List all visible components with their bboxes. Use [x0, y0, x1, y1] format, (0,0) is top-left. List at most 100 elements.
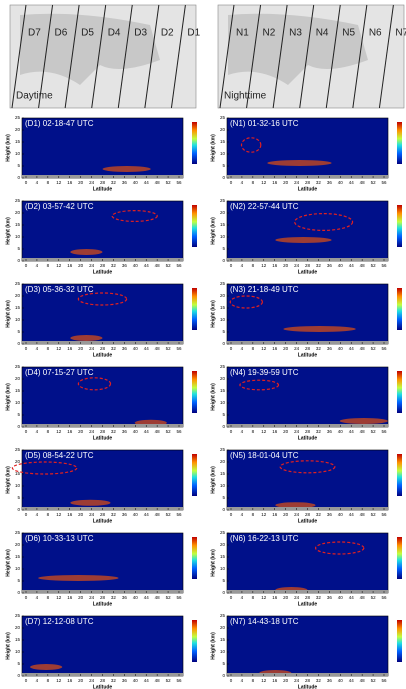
track-label: D5 — [81, 28, 94, 39]
land — [228, 13, 368, 85]
y-tick-label: 0 — [17, 507, 20, 512]
orbit-track — [378, 4, 394, 109]
x-tick-label: 12 — [261, 180, 267, 185]
x-tick-label: 4 — [36, 346, 39, 351]
x-tick-label: 56 — [176, 346, 182, 351]
y-tick-label: 25 — [15, 198, 21, 203]
x-tick-label: 36 — [122, 512, 128, 517]
x-tick-label: 24 — [294, 678, 300, 683]
x-tick-label: 24 — [294, 346, 300, 351]
x-tick-label: 52 — [371, 346, 377, 351]
colorbar — [397, 288, 402, 330]
x-tick-label: 12 — [56, 429, 62, 434]
y-tick-label: 25 — [220, 281, 226, 286]
track-label: N6 — [369, 28, 382, 39]
panel-title: (N3) 21-18-49 UTC — [230, 285, 299, 294]
x-tick-label: 40 — [133, 180, 139, 185]
x-tick-label: 56 — [381, 263, 387, 268]
x-tick-label: 32 — [316, 512, 322, 517]
y-tick-label: 20 — [15, 542, 21, 547]
x-tick-label: 4 — [241, 678, 244, 683]
y-tick-label: 5 — [17, 412, 20, 417]
x-tick-label: 8 — [47, 180, 50, 185]
orbit-track — [352, 4, 368, 109]
x-tick-label: 4 — [36, 180, 39, 185]
x-axis-label: Latitude — [298, 435, 318, 441]
x-tick-label: 0 — [230, 263, 233, 268]
x-tick-label: 48 — [155, 595, 161, 600]
x-tick-label: 48 — [155, 346, 161, 351]
panel-title: (D1) 02-18-47 UTC — [25, 119, 94, 128]
x-tick-label: 12 — [261, 595, 267, 600]
x-tick-label: 16 — [67, 346, 73, 351]
x-axis-label: Latitude — [93, 186, 113, 192]
y-tick-label: 15 — [15, 388, 21, 393]
track-label: D6 — [55, 28, 68, 39]
y-tick-label: 10 — [15, 317, 21, 322]
x-tick-label: 8 — [252, 678, 255, 683]
y-tick-label: 5 — [222, 495, 225, 500]
x-tick-label: 8 — [47, 263, 50, 268]
orbit-track — [144, 4, 160, 109]
orbit-track — [91, 4, 107, 109]
x-tick-label: 32 — [111, 512, 117, 517]
x-tick-label: 12 — [56, 180, 62, 185]
y-tick-label: 25 — [220, 447, 226, 452]
y-tick-label: 15 — [15, 637, 21, 642]
annotation-ellipse — [239, 379, 280, 391]
panel-title: (N7) 14-43-18 UTC — [230, 617, 299, 626]
x-tick-label: 8 — [252, 595, 255, 600]
track-label: N5 — [342, 28, 355, 39]
land — [20, 13, 160, 85]
orbit-track — [219, 4, 235, 109]
x-tick-label: 20 — [78, 180, 84, 185]
y-tick-label: 20 — [15, 459, 21, 464]
backscatter-feature — [275, 502, 316, 509]
y-tick-label: 5 — [222, 412, 225, 417]
track-label: D4 — [108, 28, 121, 39]
x-axis-label: Latitude — [93, 601, 113, 607]
x-tick-label: 12 — [56, 512, 62, 517]
y-tick-label: 20 — [220, 127, 226, 132]
x-tick-label: 4 — [36, 595, 39, 600]
y-tick-label: 15 — [220, 222, 226, 227]
y-tick-label: 20 — [220, 293, 226, 298]
x-tick-label: 48 — [360, 595, 366, 600]
y-tick-label: 20 — [15, 376, 21, 381]
track-label: N3 — [289, 28, 302, 39]
x-tick-label: 20 — [78, 512, 84, 517]
colorbar — [192, 371, 197, 413]
plot-area — [21, 200, 184, 262]
x-tick-label: 32 — [111, 263, 117, 268]
x-tick-label: 48 — [360, 678, 366, 683]
x-tick-label: 44 — [144, 346, 150, 351]
x-tick-label: 56 — [176, 512, 182, 517]
y-tick-label: 5 — [222, 661, 225, 666]
x-tick-label: 16 — [272, 346, 278, 351]
y-tick-label: 25 — [220, 198, 226, 203]
x-tick-label: 28 — [100, 180, 106, 185]
colorbar — [192, 454, 197, 496]
x-tick-label: 16 — [272, 595, 278, 600]
x-axis-label: Latitude — [298, 601, 318, 607]
y-tick-label: 15 — [220, 637, 226, 642]
y-tick-label: 0 — [222, 175, 225, 180]
y-tick-label: 5 — [222, 246, 225, 251]
y-tick-label: 5 — [222, 578, 225, 583]
x-axis-label: Latitude — [93, 684, 113, 689]
x-tick-label: 8 — [252, 429, 255, 434]
x-tick-label: 28 — [305, 678, 311, 683]
x-tick-label: 32 — [316, 595, 322, 600]
x-axis-label: Latitude — [93, 269, 113, 275]
x-tick-label: 0 — [25, 429, 28, 434]
panel-title: (D3) 05-36-32 UTC — [25, 285, 94, 294]
x-tick-label: 48 — [155, 263, 161, 268]
y-tick-label: 10 — [220, 151, 226, 156]
annotation-ellipse — [279, 460, 336, 474]
x-tick-label: 16 — [272, 180, 278, 185]
x-tick-label: 24 — [294, 263, 300, 268]
x-tick-label: 56 — [176, 678, 182, 683]
x-tick-label: 16 — [67, 263, 73, 268]
annotation-ellipse — [229, 295, 264, 309]
x-tick-label: 8 — [252, 263, 255, 268]
